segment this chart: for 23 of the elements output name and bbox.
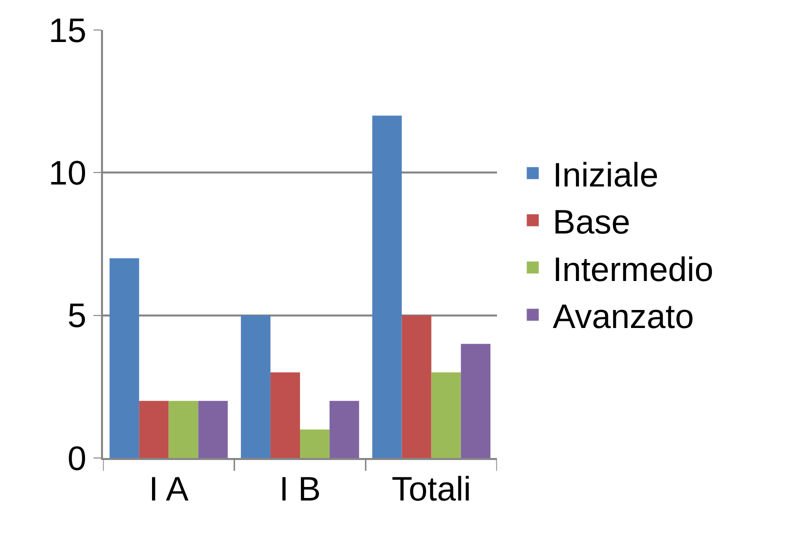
bar bbox=[270, 372, 300, 458]
bar bbox=[198, 400, 228, 458]
bar bbox=[240, 315, 270, 458]
y-tick-label: 10 bbox=[48, 154, 86, 193]
bar bbox=[460, 344, 490, 458]
y-tick-label: 5 bbox=[68, 297, 86, 336]
y-tick-label: 0 bbox=[68, 440, 86, 478]
legend-label: Iniziale bbox=[552, 156, 659, 194]
bar bbox=[372, 116, 402, 458]
bar bbox=[300, 429, 330, 458]
bar bbox=[431, 372, 461, 458]
bar bbox=[330, 400, 360, 458]
x-tick-label: I B bbox=[279, 470, 321, 509]
legend-label: Intermedio bbox=[552, 250, 714, 289]
legend-label: Avanzato bbox=[552, 298, 694, 336]
x-tick-label: I A bbox=[148, 470, 189, 509]
y-tick-label: 15 bbox=[48, 12, 86, 50]
x-tick-label: Totali bbox=[392, 470, 472, 509]
bar bbox=[110, 258, 140, 458]
bar bbox=[168, 400, 198, 458]
bar bbox=[402, 315, 432, 458]
legend-label: Base bbox=[552, 204, 630, 242]
bar bbox=[139, 400, 169, 458]
